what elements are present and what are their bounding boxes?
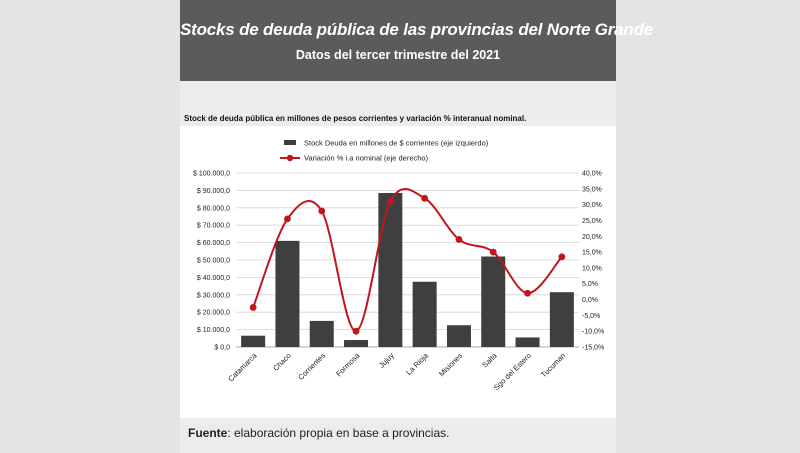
right-tick-label: 30,0% <box>582 202 602 209</box>
bar <box>549 292 574 347</box>
right-tick-label: 40,0% <box>582 171 602 178</box>
variation-point <box>524 289 531 297</box>
legend-line-marker <box>286 154 294 162</box>
left-tick-label: $ 90.000,0 <box>197 188 230 195</box>
bar <box>446 325 471 347</box>
variation-point <box>249 304 257 311</box>
chart-area: $ 0,0 $ 10.000,0 $ 20.000,0 $ 30.000,0 $ 40.… <box>180 126 616 418</box>
right-tick-label: 5,0% <box>582 281 598 288</box>
variation-point <box>489 248 497 256</box>
title-banner: Stocks de deuda pública de las provincia… <box>180 0 654 81</box>
category-label: Corrientes <box>296 351 327 382</box>
left-tick-label: $ 0,0 <box>214 345 230 352</box>
source-label: Fuente <box>188 426 228 440</box>
left-tick-label: $ 60.000,0 <box>197 240 230 247</box>
right-tick-label: 35,0% <box>582 186 602 193</box>
bar <box>275 240 300 347</box>
category-label: Tucuman <box>539 351 567 379</box>
bar <box>481 256 506 347</box>
category-label: Misiones <box>437 351 464 378</box>
chart-caption: Stock de deuda pública en millones de pe… <box>184 114 527 123</box>
variation-point <box>455 236 463 243</box>
left-tick-label: $ 50.000,0 <box>197 258 230 265</box>
variation-point <box>284 215 291 223</box>
right-tick-label: -15,0% <box>582 345 604 352</box>
bar <box>344 340 369 347</box>
variation-point <box>558 253 566 261</box>
bar <box>241 335 266 347</box>
legend-line-label: Variación % i.a nominal (eje derecho) <box>304 154 429 163</box>
right-tick-label: -10,0% <box>582 329 604 336</box>
category-label: Jujuy <box>377 351 396 370</box>
category-label: Chaco <box>271 351 293 373</box>
left-tick-label: $ 70.000,0 <box>197 223 230 230</box>
left-tick-label: $ 40.000,0 <box>197 275 230 282</box>
right-tick-label: 20,0% <box>582 234 602 241</box>
bar <box>309 320 334 347</box>
left-tick-label: $ 30.000,0 <box>197 292 230 299</box>
banner-title: Stocks de deuda pública de las provincia… <box>180 20 654 39</box>
legend-bar-swatch <box>284 140 296 145</box>
category-label: Catamarca <box>226 350 259 383</box>
bar <box>378 193 403 347</box>
source-note: Fuente: elaboración propia en base a pro… <box>188 426 449 440</box>
right-tick-label: 10,0% <box>582 265 602 272</box>
banner-subtitle: Datos del tercer trimestre del 2021 <box>295 48 501 62</box>
debt-chart: $ 0,0 $ 10.000,0 $ 20.000,0 $ 30.000,0 $ 40.… <box>193 139 604 393</box>
category-label: Formosa <box>334 350 362 378</box>
right-tick-label: 0,0% <box>582 297 598 304</box>
category-label: La Rioja <box>404 350 430 376</box>
right-tick-label: -5,0% <box>582 313 600 320</box>
legend-bar-label: Stock Deuda en millones de $ corrientes … <box>304 139 489 148</box>
source-text: : elaboración propia en base a provincia… <box>227 426 450 440</box>
variation-point <box>352 327 360 335</box>
right-tick-label: 15,0% <box>582 250 602 257</box>
category-label: Salta <box>480 350 499 369</box>
bar <box>412 281 437 347</box>
left-tick-label: $ 80.000,0 <box>197 205 230 212</box>
left-tick-label: $ 100.000,0 <box>193 171 230 178</box>
left-tick-label: $ 10.000,0 <box>197 327 230 334</box>
variation-point <box>318 207 326 215</box>
right-tick-label: 25,0% <box>582 218 602 225</box>
variation-point <box>386 198 394 205</box>
left-tick-label: $ 20.000,0 <box>197 310 230 317</box>
variation-point <box>421 194 429 202</box>
bar <box>515 337 540 347</box>
infographic-card: Stocks de deuda pública de las provincia… <box>180 0 654 453</box>
